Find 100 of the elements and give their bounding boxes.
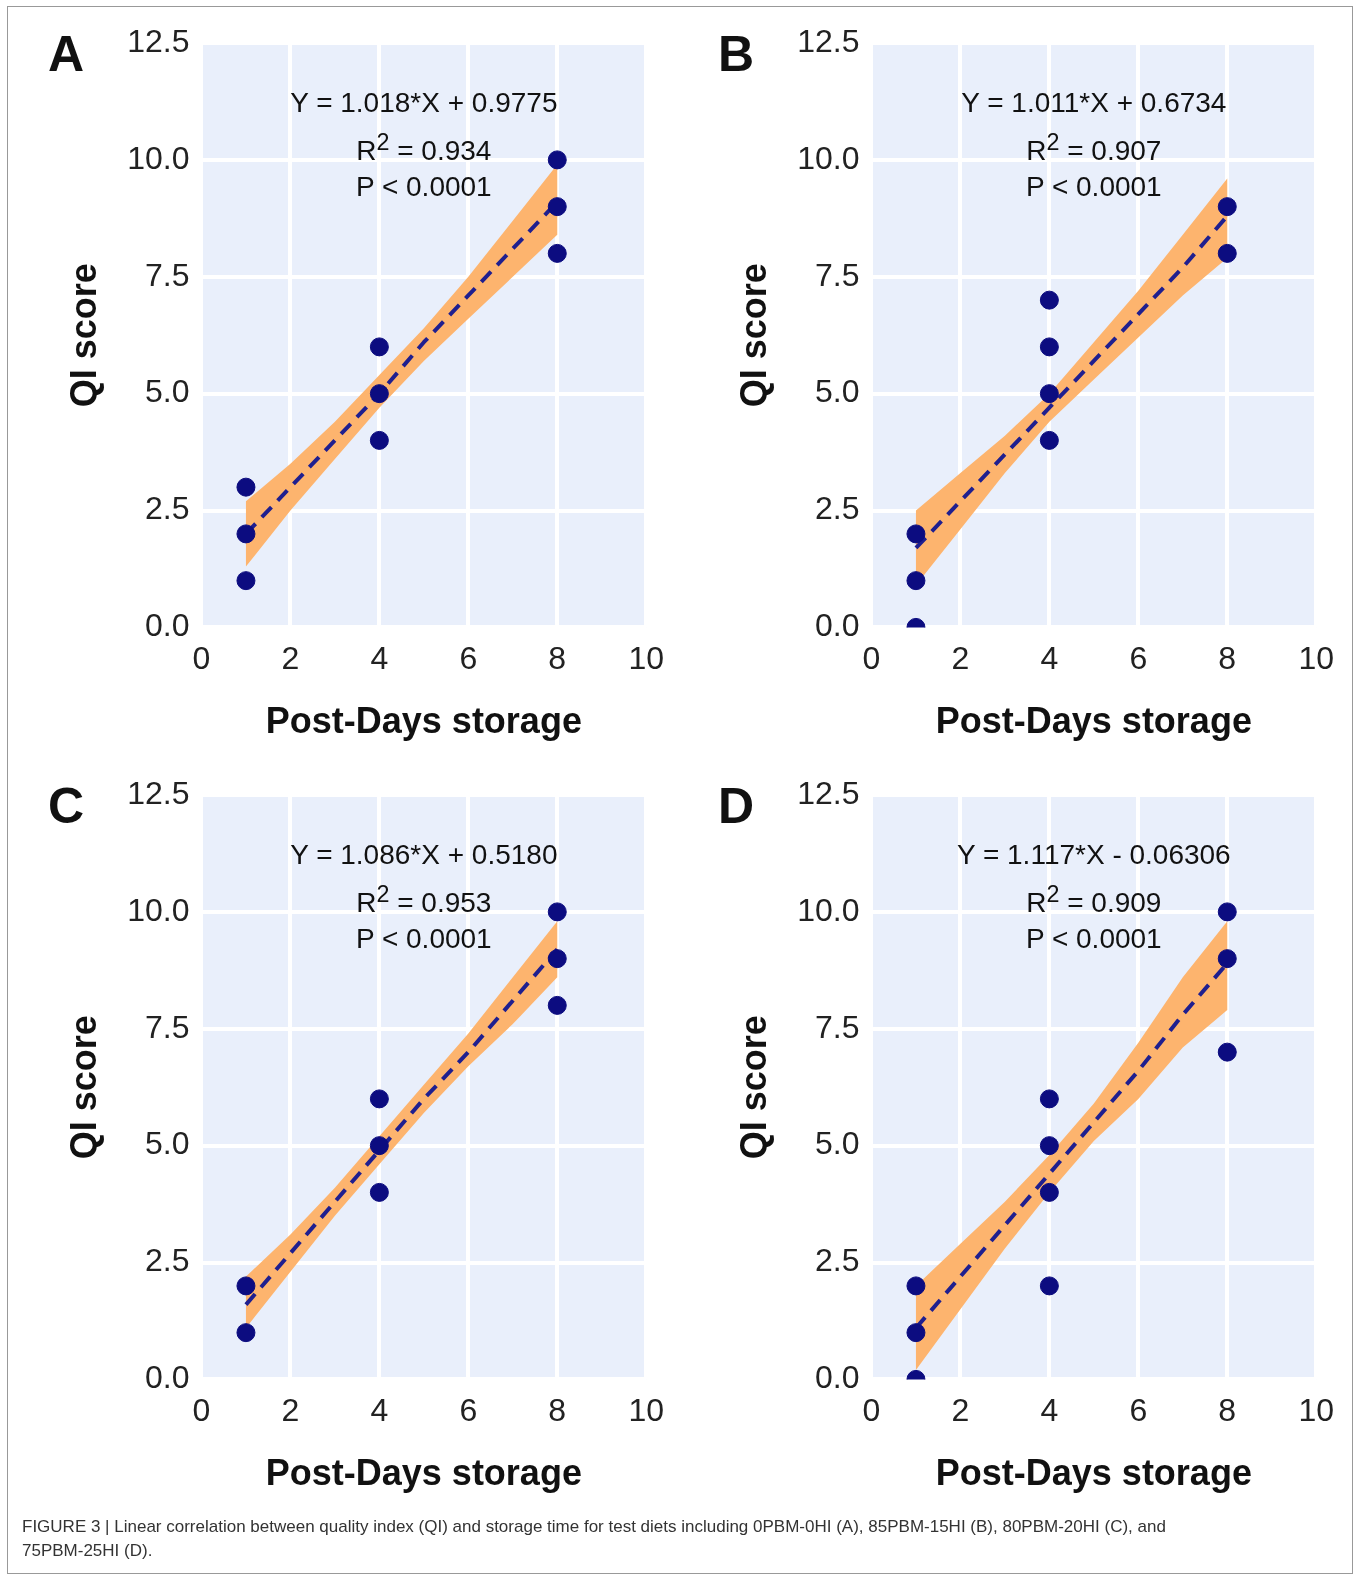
point (1039, 290, 1059, 310)
y-tick-label: 12.5 (797, 774, 860, 811)
x-axis-title: Post-Days storage (265, 700, 582, 742)
x-tick-label: 8 (548, 640, 567, 677)
x-tick-label: 10 (628, 640, 664, 677)
point (906, 1323, 926, 1343)
x-tick-label: 2 (281, 1392, 300, 1429)
y-tick-label: 0.0 (815, 607, 860, 644)
y-tick-label: 2.5 (815, 1242, 860, 1279)
annotation: Y = 1.117*X - 0.06306 (956, 839, 1231, 871)
point (906, 571, 926, 591)
point (1217, 197, 1237, 217)
y-tick-label: 10.0 (797, 139, 860, 176)
chart-title: D (718, 777, 755, 835)
point (236, 1323, 256, 1343)
point (369, 430, 389, 450)
y-tick-label: 10.0 (127, 139, 190, 176)
point (1217, 243, 1237, 263)
point (1217, 1042, 1237, 1062)
annotation: R$^{2}$ = 0.953 (356, 881, 492, 920)
y-tick-label: 12.5 (797, 22, 860, 59)
x-tick-label: 4 (1040, 1392, 1059, 1429)
y-axis-title: QI score (62, 263, 104, 408)
point (369, 1182, 389, 1202)
y-tick-label: 7.5 (815, 256, 860, 293)
annotation: P < 0.0001 (1025, 923, 1162, 955)
x-tick-label: 0 (862, 1392, 881, 1429)
y-tick-label: 7.5 (815, 1008, 860, 1045)
annotation: R$^{2}$ = 0.907 (1026, 129, 1162, 168)
point (1039, 384, 1059, 404)
x-tick-label: 8 (548, 1392, 567, 1429)
point (1039, 1276, 1059, 1296)
point (1039, 1089, 1059, 1109)
y-tick-label: 0.0 (145, 1359, 190, 1396)
point (369, 337, 389, 357)
point (906, 1276, 926, 1296)
point (547, 995, 567, 1015)
y-tick-label: 2.5 (815, 490, 860, 527)
y-tick-label: 2.5 (145, 1242, 190, 1279)
annotation: Y = 1.018*X + 0.9775 (290, 87, 558, 119)
point (547, 902, 567, 922)
x-tick-label: 0 (862, 640, 881, 677)
y-tick-label: 0.0 (815, 1359, 860, 1396)
y-tick-label: 10.0 (127, 891, 190, 928)
point (1217, 949, 1237, 969)
x-tick-label: 10 (628, 1392, 664, 1429)
annotation: P < 0.0001 (355, 171, 492, 203)
y-axis-title: QI score (732, 1015, 774, 1160)
point (1039, 1136, 1059, 1156)
x-tick-label: 2 (951, 640, 970, 677)
point (369, 384, 389, 404)
annotation: R$^{2}$ = 0.934 (356, 129, 492, 168)
x-tick-label: 6 (1129, 1392, 1148, 1429)
x-tick-label: 2 (951, 1392, 970, 1429)
chart-title: A (48, 25, 85, 83)
point (547, 243, 567, 263)
x-tick-label: 2 (281, 640, 300, 677)
point (547, 949, 567, 969)
y-axis-title: QI score (62, 1015, 104, 1160)
y-tick-label: 12.5 (127, 22, 190, 59)
x-tick-label: 0 (192, 1392, 211, 1429)
x-axis-title: Post-Days storage (935, 1452, 1252, 1494)
x-tick-label: 0 (192, 640, 211, 677)
y-tick-label: 2.5 (145, 490, 190, 527)
annotation: Y = 1.086*X + 0.5180 (290, 839, 558, 871)
x-tick-label: 6 (1129, 640, 1148, 677)
x-tick-label: 8 (1218, 640, 1237, 677)
y-axis-title: QI score (732, 263, 774, 408)
y-tick-label: 7.5 (145, 256, 190, 293)
chart-title: C (48, 777, 85, 835)
x-tick-label: 8 (1218, 1392, 1237, 1429)
point (236, 477, 256, 497)
y-tick-label: 5.0 (145, 1125, 190, 1162)
point (369, 1089, 389, 1109)
point (1217, 902, 1237, 922)
point (369, 1136, 389, 1156)
point (236, 524, 256, 544)
point (906, 524, 926, 544)
x-tick-label: 10 (1298, 640, 1334, 677)
annotation: R$^{2}$ = 0.909 (1026, 881, 1162, 920)
y-tick-label: 5.0 (145, 373, 190, 410)
point (1039, 430, 1059, 450)
x-axis-title: Post-Days storage (935, 700, 1252, 742)
point (236, 571, 256, 591)
y-tick-label: 10.0 (797, 891, 860, 928)
annotation: Y = 1.011*X + 0.6734 (961, 87, 1227, 119)
x-tick-label: 10 (1298, 1392, 1334, 1429)
point (547, 150, 567, 170)
y-tick-label: 5.0 (815, 1125, 860, 1162)
x-tick-label: 4 (370, 1392, 389, 1429)
point (1039, 1182, 1059, 1202)
annotation: P < 0.0001 (1025, 171, 1162, 203)
point (1039, 337, 1059, 357)
chart-title: B (718, 25, 755, 83)
x-tick-label: 6 (459, 1392, 478, 1429)
caption: FIGURE 3 | Linear correlation between quality index (QI) and storage time for test diets including 0PBM-0HI (A), 85PBM-15HI (B), 80PBM-20HI (C), and 75PBM-25HI (D). (22, 1516, 1167, 1562)
point (236, 1276, 256, 1296)
y-tick-label: 7.5 (145, 1008, 190, 1045)
y-tick-label: 5.0 (815, 373, 860, 410)
x-tick-label: 6 (459, 640, 478, 677)
